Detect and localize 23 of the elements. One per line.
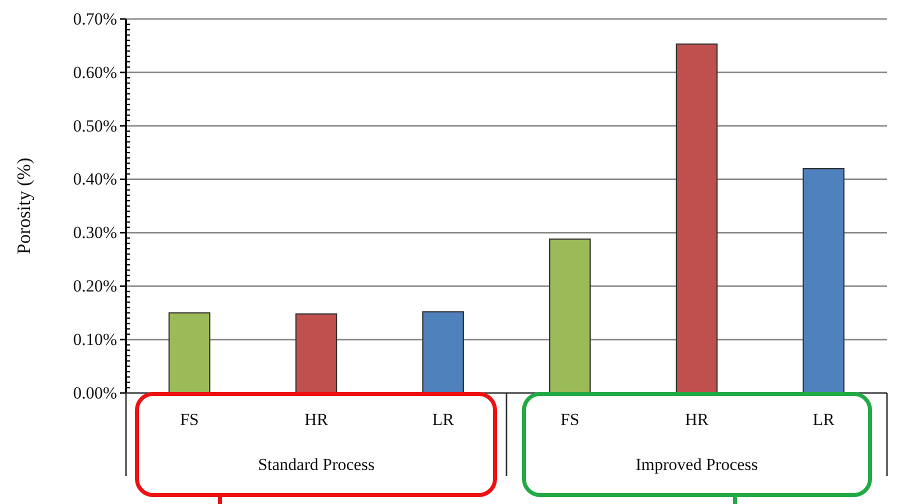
y-tick-label: 0.50%	[73, 116, 117, 136]
y-tick-label: 0.30%	[73, 223, 117, 242]
y-tick-label: 0.10%	[73, 330, 117, 350]
x-tick-label: LR	[812, 410, 836, 430]
bar	[676, 44, 718, 394]
text: Standard Process	[258, 455, 375, 474]
bar	[549, 238, 591, 394]
y-tick-label: 0.70%	[73, 9, 117, 28]
y-tick-label: 0.60%	[73, 62, 117, 82]
x-tick-label: LR	[432, 410, 455, 430]
bar	[168, 312, 210, 394]
x-tick-label: FS	[560, 410, 580, 430]
bar	[295, 313, 338, 394]
bar	[802, 168, 844, 394]
y-tick-label: 0.40%	[73, 170, 117, 189]
y-tick-label: 0.00%	[73, 383, 117, 402]
bar	[422, 311, 464, 394]
x-tick-label: FS	[180, 410, 199, 430]
y-axis-title: Porosity (%)	[14, 158, 35, 254]
x-tick-label: HR	[304, 410, 329, 430]
x-tick-label: HR	[684, 410, 710, 430]
text: Improved Process	[636, 455, 758, 474]
y-tick-label: 0.20%	[73, 276, 117, 296]
